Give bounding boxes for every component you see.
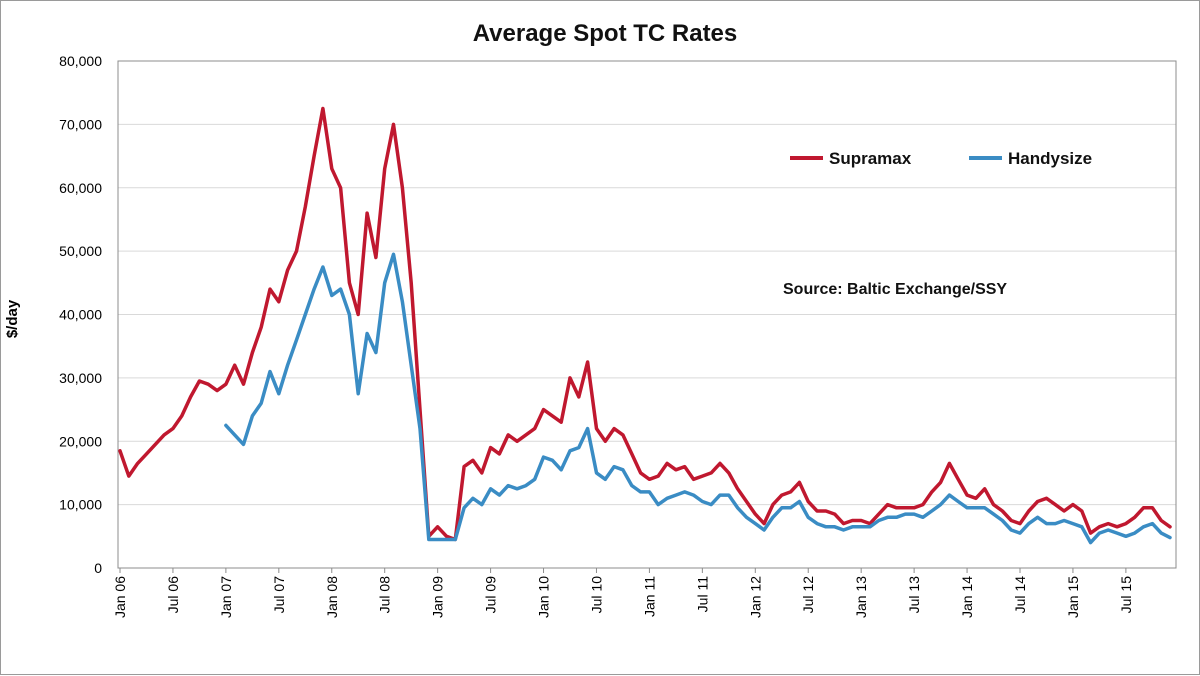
x-tick-label: Jul 15 — [1118, 576, 1134, 614]
source-annotation: Source: Baltic Exchange/SSY — [783, 281, 1007, 298]
y-tick-label: 0 — [94, 560, 102, 576]
x-tick-label: Jul 07 — [271, 576, 287, 614]
x-tick-label: Jan 12 — [747, 576, 763, 618]
legend: Supramax Handysize — [790, 149, 1092, 168]
gridlines — [118, 123, 1176, 506]
plot-area — [117, 60, 1177, 569]
y-tick-label: 70,000 — [59, 116, 102, 132]
x-tick-label: Jul 11 — [694, 576, 710, 613]
x-tick-label: Jan 07 — [218, 576, 234, 618]
x-tick-label: Jan 08 — [324, 576, 340, 618]
x-tick-label: Jul 12 — [800, 576, 816, 614]
x-tick-label: Jan 10 — [536, 576, 552, 618]
x-tick-label: Jan 06 — [112, 576, 128, 618]
y-tick-label: 10,000 — [59, 497, 102, 513]
x-tick-label: Jan 14 — [959, 576, 975, 618]
y-tick-label: 80,000 — [59, 53, 102, 69]
x-tick-label: Jul 10 — [588, 576, 604, 614]
x-tick-label: Jul 14 — [1012, 576, 1028, 614]
y-axis-label: $/day — [4, 299, 21, 338]
y-tick-label: 60,000 — [59, 180, 102, 196]
x-tick-label: Jul 08 — [377, 576, 393, 614]
y-tick-label: 20,000 — [59, 433, 102, 449]
y-tick-label: 40,000 — [59, 307, 102, 323]
x-tick-label: Jul 06 — [165, 576, 181, 614]
x-tick-label: Jan 15 — [1065, 576, 1081, 618]
series-line-handysize — [224, 252, 1172, 545]
y-tick-label: 30,000 — [59, 370, 102, 386]
series-line-supramax — [118, 106, 1172, 542]
x-axis-ticks: Jan 06 Jul 06 Jan 07 Jul 07 Jan 08 Jul 08 Jan … — [112, 568, 1134, 618]
legend-label-handysize: Handysize — [1008, 149, 1092, 168]
y-axis-ticks: 0 10,000 20,000 30,000 40,000 50,000 60,000 70,… — [59, 53, 102, 576]
x-tick-label: Jan 11 — [641, 576, 657, 617]
x-tick-label: Jan 13 — [853, 576, 869, 618]
y-tick-label: 50,000 — [59, 243, 102, 259]
x-tick-label: Jul 09 — [483, 576, 499, 614]
legend-label-supramax: Supramax — [829, 149, 912, 168]
x-tick-label: Jan 09 — [430, 576, 446, 618]
chart-title: Average Spot TC Rates — [473, 20, 738, 47]
series-lines — [118, 106, 1172, 545]
x-tick-label: Jul 13 — [906, 576, 922, 614]
